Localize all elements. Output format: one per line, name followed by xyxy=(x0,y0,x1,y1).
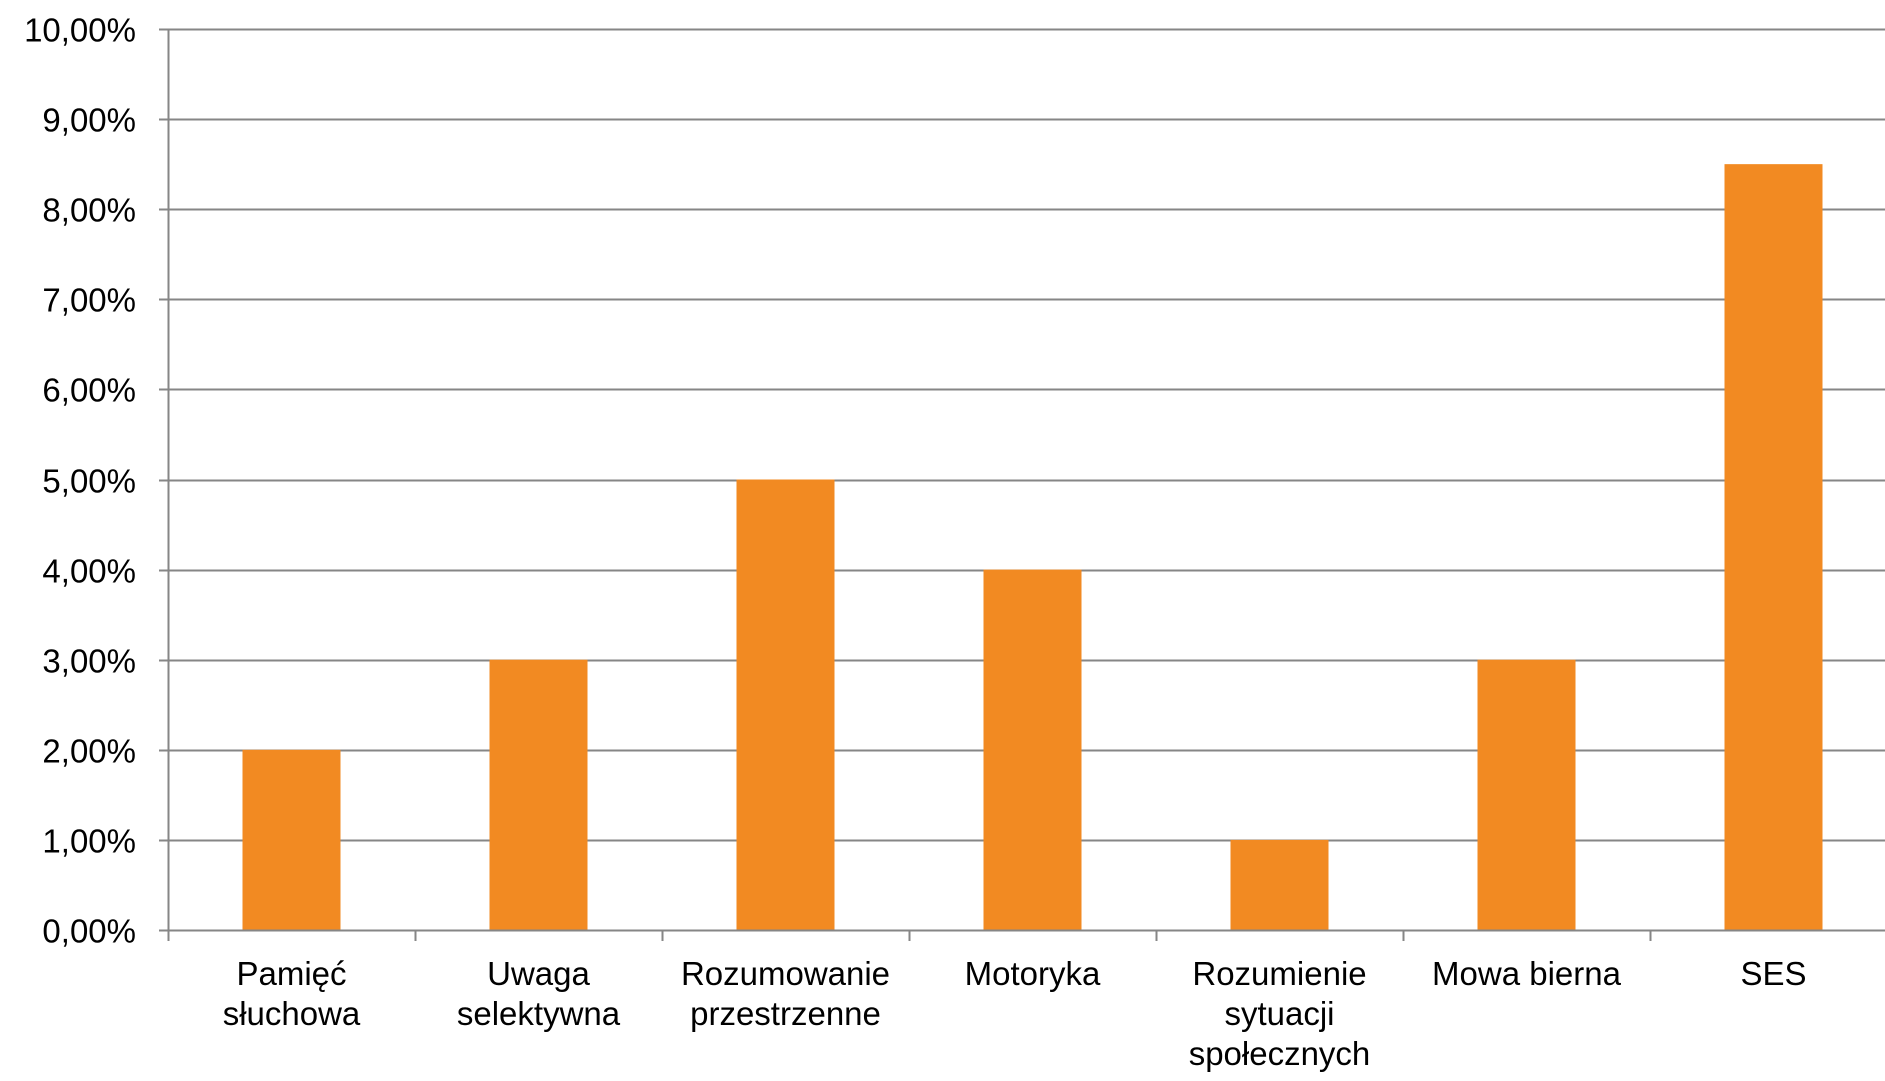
bar xyxy=(736,479,835,930)
bars xyxy=(242,164,1823,930)
x-tick-label-line: SES xyxy=(1740,955,1806,992)
y-tick-label: 4,00% xyxy=(42,553,136,590)
axes xyxy=(159,28,1885,941)
y-tick-labels: 0,00% 1,00% 2,00% 3,00% 4,00% 5,00% 6,00% 7,00%… xyxy=(24,12,136,950)
x-tick-label: Uwaga selektywna xyxy=(457,955,621,1032)
x-tick-label-line: Rozumienie xyxy=(1192,955,1366,992)
x-tick-label-line: Uwaga xyxy=(487,955,590,992)
x-tick-label: Rozumienie sytuacji społecznych xyxy=(1189,955,1371,1072)
x-tick-label-line: Rozumowanie xyxy=(681,955,890,992)
x-tick-label: Motoryka xyxy=(965,955,1101,992)
x-tick-label-line: Pamięć xyxy=(236,955,346,992)
y-tick-label: 5,00% xyxy=(42,463,136,500)
y-tick-label: 6,00% xyxy=(42,372,136,409)
x-tick-label-line: Mowa bierna xyxy=(1432,955,1622,992)
bar xyxy=(242,749,341,930)
y-tick-label: 0,00% xyxy=(42,913,136,950)
bar xyxy=(1230,839,1329,930)
x-tick-label-line: społecznych xyxy=(1189,1035,1371,1072)
x-tick-label-line: Motoryka xyxy=(965,955,1101,992)
y-tick-label: 9,00% xyxy=(42,102,136,139)
bar xyxy=(1477,659,1576,930)
x-tick-label-line: przestrzenne xyxy=(690,995,881,1032)
x-tick-labels: Pamięć słuchowa Uwaga selektywna Rozumowanie… xyxy=(223,955,1807,1072)
x-tick-label-line: sytuacji xyxy=(1224,995,1334,1032)
bar xyxy=(489,659,588,930)
y-tick-label: 10,00% xyxy=(24,12,136,49)
x-tick-label: Rozumowanie przestrzenne xyxy=(681,955,890,1032)
x-tick-label-line: słuchowa xyxy=(223,995,361,1032)
y-tick-label: 1,00% xyxy=(42,823,136,860)
y-tick-label: 8,00% xyxy=(42,192,136,229)
y-tick-label: 7,00% xyxy=(42,282,136,319)
bar xyxy=(1724,164,1823,930)
y-tick-label: 2,00% xyxy=(42,733,136,770)
y-tick-label: 3,00% xyxy=(42,643,136,680)
x-tick-label: Mowa bierna xyxy=(1432,955,1622,992)
bar xyxy=(983,569,1082,930)
gridlines xyxy=(168,28,1885,842)
x-tick-label-line: selektywna xyxy=(457,995,621,1032)
x-tick-label: Pamięć słuchowa xyxy=(223,955,361,1032)
x-tick-label: SES xyxy=(1740,955,1806,992)
